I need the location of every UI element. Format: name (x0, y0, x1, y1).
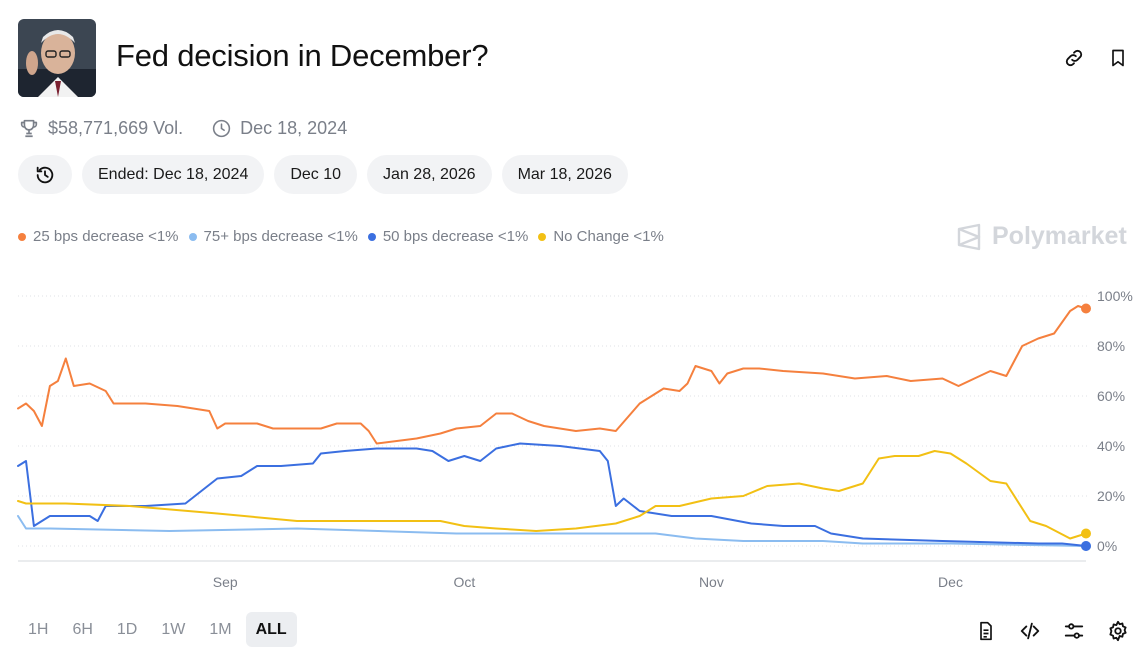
legend-label: 75+ bps decrease <1% (203, 228, 358, 245)
history-button[interactable] (18, 155, 72, 194)
market-title: Fed decision in December? (116, 38, 489, 73)
price-history-chart[interactable]: 0% 20% 40% 60% 80% 100% Sep Oct Nov Dec (0, 280, 1147, 600)
polymarket-logo-icon (957, 223, 981, 250)
volume-text: $58,771,669 Vol. (48, 117, 184, 138)
legend-dot (18, 232, 26, 241)
series-line-75-bps-decrease (17, 515, 1087, 547)
series-end-dot-50-bps-decrease (1081, 541, 1091, 551)
legend-label: 25 bps decrease <1% (33, 228, 179, 245)
legend-item-75bps: 75+ bps decrease <1% (188, 228, 358, 245)
date-pill-ended[interactable]: Ended: Dec 18, 2024 (82, 155, 265, 194)
range-1d[interactable]: 1D (116, 620, 138, 638)
document-icon[interactable] (973, 618, 999, 644)
legend-dot (188, 232, 197, 241)
y-tick-label: 0% (1097, 538, 1117, 554)
legend-item-25bps: 25 bps decrease <1% (18, 228, 179, 245)
x-tick-label: Oct (453, 574, 475, 590)
market-image (18, 19, 96, 97)
legend-dot (367, 232, 376, 241)
range-1m[interactable]: 1M (209, 620, 232, 638)
portrait-image (18, 19, 96, 97)
embed-code-icon[interactable] (1017, 618, 1043, 644)
legend-item-50bps: 50 bps decrease <1% (367, 228, 529, 245)
range-all[interactable]: ALL (245, 612, 297, 647)
legend-item-no-change: No Change <1% (538, 228, 664, 245)
series-end-dot-no-change (1081, 528, 1091, 539)
brand-name: Polymarket (992, 222, 1127, 250)
date-pill-jan-28-2026[interactable]: Jan 28, 2026 (367, 155, 492, 194)
range-1w[interactable]: 1W (161, 620, 186, 638)
polymarket-watermark: Polymarket (956, 222, 1127, 251)
y-tick-label: 40% (1097, 438, 1125, 454)
end-date-text: Dec 18, 2024 (240, 117, 348, 138)
x-tick-label: Nov (699, 574, 724, 590)
trophy-icon (18, 117, 40, 139)
date-pill-dec-10[interactable]: Dec 10 (274, 155, 358, 194)
market-meta: $58,771,669 Vol. Dec 18, 2024 (18, 115, 347, 141)
y-tick-label: 80% (1097, 338, 1125, 354)
y-tick-label: 100% (1097, 288, 1133, 304)
gear-icon[interactable] (1105, 618, 1131, 644)
date-selector: Ended: Dec 18, 2024 Dec 10 Jan 28, 2026 … (18, 155, 628, 194)
legend-dot (538, 232, 547, 241)
link-icon[interactable] (1061, 45, 1087, 71)
chart-legend: 25 bps decrease <1% 75+ bps decrease <1%… (18, 228, 664, 245)
y-tick-label: 20% (1097, 488, 1125, 504)
sliders-icon[interactable] (1061, 618, 1087, 644)
legend-label: No Change <1% (553, 228, 664, 245)
x-tick-label: Sep (213, 574, 238, 590)
clock-icon (211, 118, 232, 139)
series-end-dot-25-bps-decrease (1081, 303, 1091, 314)
series-line-no-change (17, 450, 1087, 540)
time-range-selector: 1H 6H 1D 1W 1M ALL (18, 612, 297, 647)
bookmark-icon[interactable] (1105, 45, 1131, 71)
history-icon (34, 164, 56, 186)
series-line-25-bps-decrease (17, 305, 1087, 445)
range-1h[interactable]: 1H (28, 620, 49, 638)
date-pill-mar-18-2026[interactable]: Mar 18, 2026 (501, 155, 628, 194)
legend-label: 50 bps decrease <1% (382, 228, 529, 245)
range-6h[interactable]: 6H (72, 620, 93, 638)
y-tick-label: 60% (1097, 388, 1125, 404)
x-tick-label: Dec (938, 574, 963, 590)
